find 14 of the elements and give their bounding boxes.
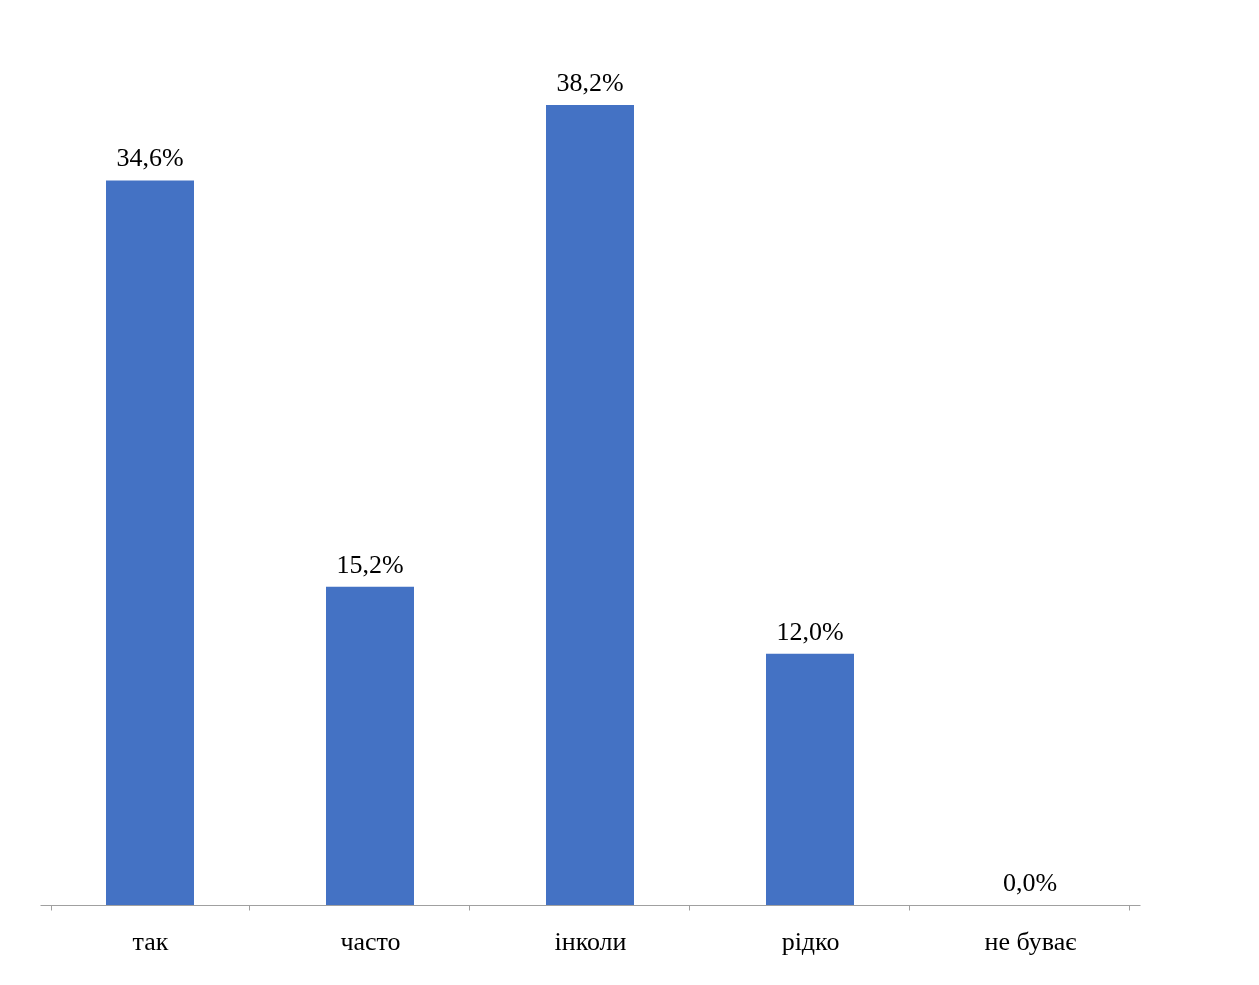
- bar: [546, 105, 634, 905]
- bar: [766, 653, 854, 905]
- x-tick-label: рідко: [781, 926, 840, 956]
- x-tick-label: часто: [340, 926, 401, 956]
- data-label: 12,0%: [776, 616, 844, 646]
- bar: [106, 180, 194, 905]
- bar: [326, 586, 414, 905]
- data-label: 15,2%: [336, 549, 404, 579]
- x-tick-label: не буває: [984, 926, 1077, 956]
- data-label: 38,2%: [556, 68, 624, 97]
- data-label: 0,0%: [1002, 868, 1058, 897]
- data-label: 34,6%: [116, 143, 184, 173]
- x-tick-label: інколи: [554, 926, 627, 956]
- x-tick-label: так: [132, 926, 169, 956]
